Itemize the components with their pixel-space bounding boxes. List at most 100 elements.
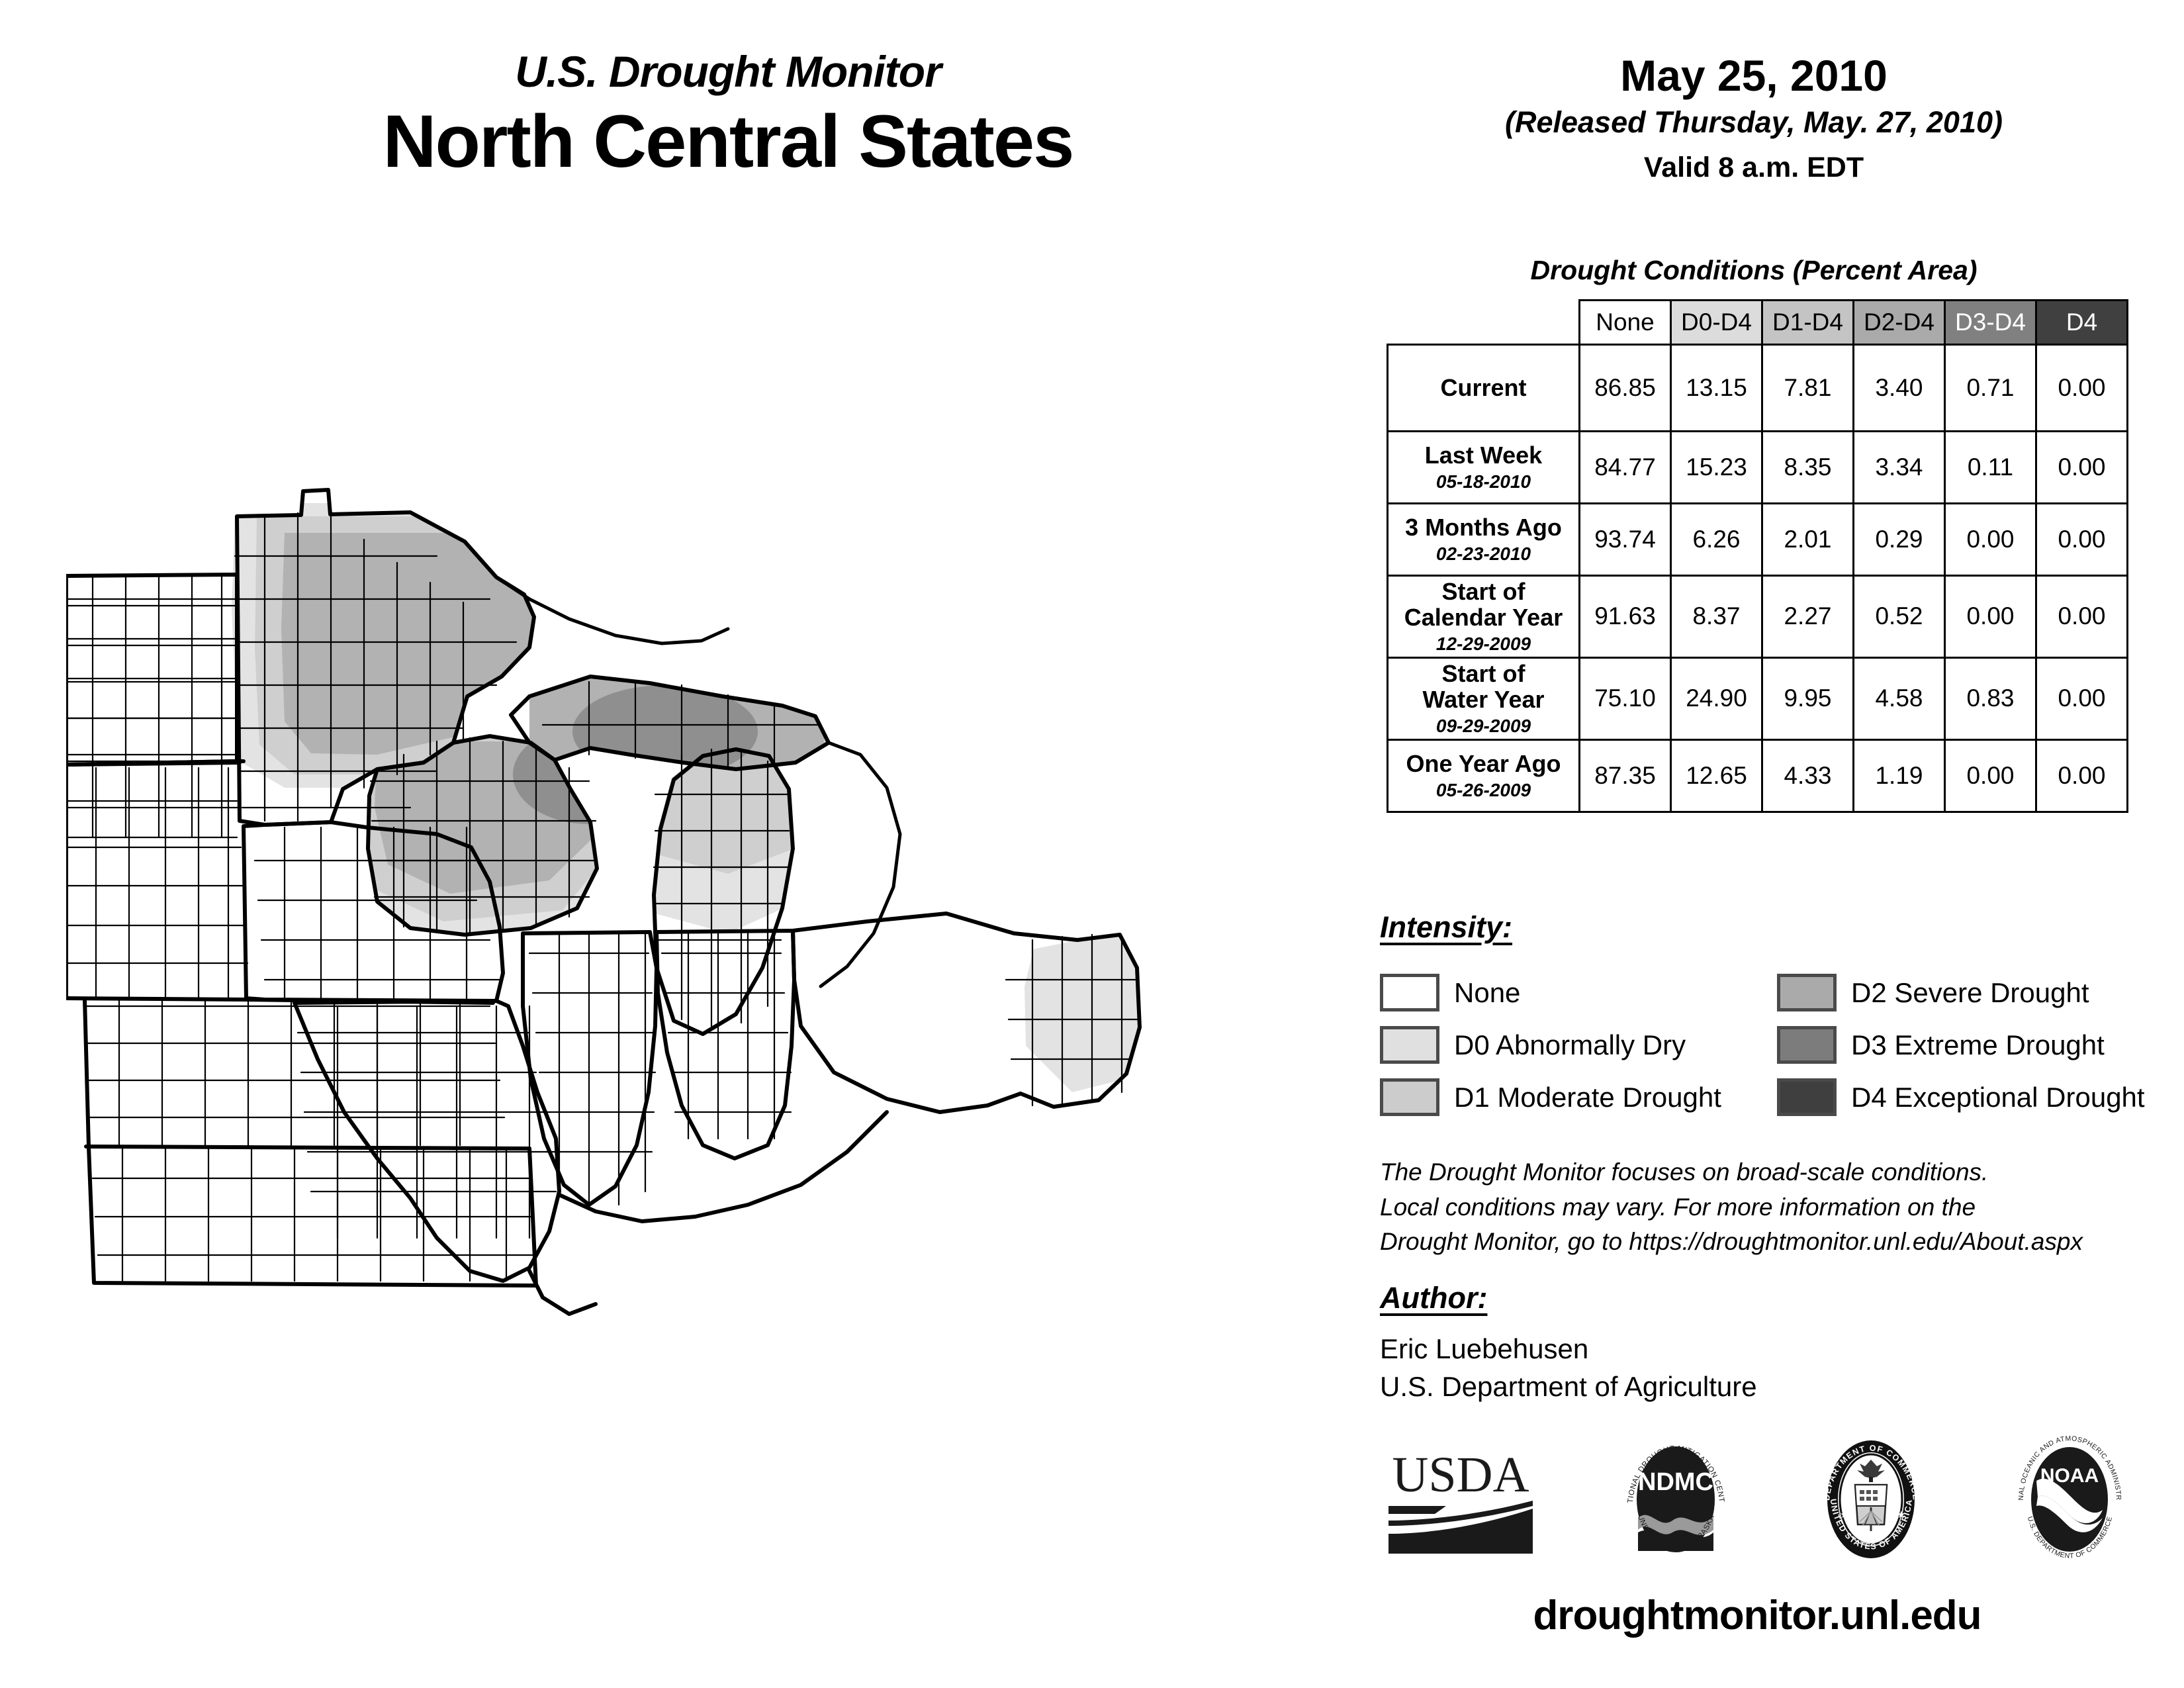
legend-item-d0: D0 Abnormally Dry	[1380, 1019, 1777, 1071]
lake-erie-shore	[865, 912, 1016, 935]
table-col-header-d4: D4	[2035, 299, 2128, 346]
legend-swatch-d0	[1380, 1026, 1439, 1064]
legend-label-none: None	[1454, 976, 1521, 1008]
table-col-header-d2-d4: D2-D4	[1852, 299, 1946, 346]
cell-d3-d4: 0.71	[1944, 344, 2037, 432]
legend-label-d3: D3 Extreme Drought	[1851, 1029, 2105, 1060]
cell-d0-d4: 8.37	[1670, 575, 1763, 659]
legend-item-d1: D1 Moderate Drought	[1380, 1071, 1777, 1123]
cell-d2-d4: 1.19	[1852, 738, 1946, 813]
intensity-heading: Intensity:	[1380, 910, 1513, 944]
cell-d1-d4: 2.27	[1761, 575, 1854, 659]
cell-d4: 0.00	[2035, 656, 2128, 741]
drought-area-d1-northern-lower-michigan	[652, 748, 791, 874]
title-block: U.S. Drought Monitor North Central State…	[232, 50, 1224, 183]
cell-d3-d4: 0.00	[1944, 502, 2037, 577]
table-header: None D0-D4 D1-D4 D2-D4 D3-D4 D4	[1388, 299, 2128, 346]
author-name: Eric Luebehusen	[1380, 1333, 1589, 1364]
cell-d4: 0.00	[2035, 738, 2128, 813]
drought-conditions-table: None D0-D4 D1-D4 D2-D4 D3-D4 D4 Current 86.85 1…	[1387, 299, 2128, 813]
cell-d0-d4: 13.15	[1670, 344, 1763, 432]
table-row: Start of Calendar Year 12-29-2009 91.63 8.37…	[1387, 575, 2128, 659]
legend-swatch-d3	[1777, 1026, 1837, 1064]
legend-swatch-d2	[1777, 974, 1837, 1011]
disclaimer-text: The Drought Monitor focuses on broad-sca…	[1380, 1158, 2083, 1256]
cell-none: 84.77	[1578, 430, 1672, 504]
county-lines-missouri	[296, 1005, 557, 1239]
program-title: U.S. Drought Monitor	[515, 47, 942, 96]
state-line-ne-ks	[84, 1145, 531, 1150]
table-row: 3 Months Ago 02-23-2010 93.74 6.26 2.01 0.29 0…	[1387, 502, 2128, 577]
row-label: Last Week 05-18-2010	[1387, 430, 1580, 504]
noaa-logo-text: NOAA	[2040, 1465, 2099, 1487]
cell-none: 91.63	[1578, 575, 1672, 659]
legend-item-d3: D3 Extreme Drought	[1777, 1019, 2141, 1071]
legend-swatch-none	[1380, 974, 1439, 1011]
region-title: North Central States	[383, 100, 1075, 183]
row-label: Start of Water Year 09-29-2009	[1387, 656, 1580, 741]
cell-d4: 0.00	[2035, 502, 2128, 577]
intensity-legend: None D2 Severe Drought D0 Abnormally Dry D3…	[1380, 966, 2145, 1123]
table-col-header-d3-d4: D3-D4	[1944, 299, 2037, 346]
county-lines-illinois	[528, 932, 657, 1206]
county-lines-indiana	[660, 932, 792, 1140]
release-date: (Released Thursday, May. 27, 2010)	[1504, 105, 2003, 140]
cell-none: 75.10	[1578, 656, 1672, 741]
cell-none: 93.74	[1578, 502, 1672, 577]
county-lines-south-dakota	[66, 767, 249, 1001]
lake-michigan-west-shore	[652, 778, 676, 970]
row-label: 3 Months Ago 02-23-2010	[1387, 502, 1580, 577]
table-row: Last Week 05-18-2010 84.77 15.23 8.35 3.34 0.1…	[1387, 430, 2128, 504]
row-date: 02-23-2010	[1435, 543, 1531, 564]
lake-superior-west-shore	[494, 575, 730, 645]
table-col-header-d1-d4: D1-D4	[1761, 299, 1854, 346]
county-lines-upper-peninsula	[541, 680, 822, 768]
row-label: Start of Calendar Year 12-29-2009	[1387, 575, 1580, 659]
svg-text:★: ★	[1897, 1509, 1905, 1521]
cell-d0-d4: 15.23	[1670, 430, 1763, 504]
county-lines-kansas	[91, 1147, 537, 1282]
cell-d4: 0.00	[2035, 575, 2128, 659]
state-outline-missouri	[293, 999, 561, 1283]
cell-d3-d4: 0.11	[1944, 430, 2037, 504]
state-outline-ks-ne-west	[83, 998, 538, 1288]
state-outline-indiana	[655, 929, 796, 1160]
legend-label-d4: D4 Exceptional Drought	[1851, 1081, 2145, 1113]
drought-area-d2-northeast-minnesota	[281, 533, 533, 755]
svg-text:★: ★	[1840, 1509, 1848, 1521]
table-row: Current 86.85 13.15 7.81 3.40 0.71 0.00	[1387, 344, 2128, 432]
cell-d3-d4: 0.00	[1944, 575, 2037, 659]
table-col-header-none: None	[1578, 299, 1672, 346]
cell-d1-d4: 7.81	[1761, 344, 1854, 432]
county-lines-iowa	[253, 826, 501, 1001]
legend-item-d2: D2 Severe Drought	[1777, 966, 2141, 1019]
county-lines-lower-michigan	[653, 748, 790, 1027]
cell-d1-d4: 4.33	[1761, 738, 1854, 813]
state-outline-upper-peninsula	[509, 675, 831, 771]
state-outline-kentucky	[557, 1110, 889, 1223]
county-lines-minnesota	[234, 512, 518, 822]
cell-d2-d4: 3.34	[1852, 430, 1946, 504]
cell-d2-d4: 0.52	[1852, 575, 1946, 659]
table-body: Current 86.85 13.15 7.81 3.40 0.71 0.00 Last We…	[1387, 344, 2128, 813]
legend-label-d1: D1 Moderate Drought	[1454, 1081, 1721, 1113]
map-linework-layer	[66, 488, 1142, 1316]
county-lines-north-dakota	[66, 604, 238, 756]
usda-logo-text: USDA	[1392, 1447, 1529, 1503]
legend-label-d2: D2 Severe Drought	[1851, 976, 2089, 1008]
state-outline-minnesota	[235, 488, 536, 827]
cell-d0-d4: 24.90	[1670, 656, 1763, 741]
ndmc-logo: NDMC NATIONAL DROUGHT MITIGATION CENTER …	[1615, 1427, 1734, 1569]
row-date: 09-29-2009	[1435, 715, 1531, 736]
row-label: Current	[1387, 344, 1580, 432]
state-outline-montana	[66, 573, 239, 767]
cell-d0-d4: 6.26	[1670, 502, 1763, 577]
north-central-states-drought-map	[66, 477, 1291, 1403]
row-label: One Year Ago 05-26-2009	[1387, 738, 1580, 813]
legend-item-none: None	[1380, 966, 1777, 1019]
state-line-nd-sd	[66, 761, 242, 767]
table-col-header-d0-d4: D0-D4	[1670, 299, 1763, 346]
cell-d4: 0.00	[2035, 430, 2128, 504]
drought-area-d0-eastern-ohio	[1024, 933, 1138, 1092]
table-caption: Drought Conditions (Percent Area)	[1530, 255, 1978, 285]
